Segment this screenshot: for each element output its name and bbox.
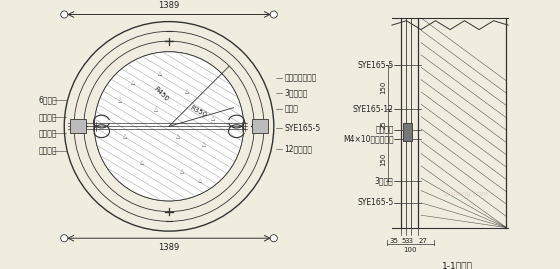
Text: △: △ — [198, 177, 202, 182]
Text: 6厘锂板: 6厘锂板 — [39, 95, 57, 104]
Text: 1-1剖面图: 1-1剖面图 — [442, 261, 473, 269]
Text: 扣缝压盖: 扣缝压盖 — [375, 125, 394, 134]
Text: 防水胶条: 防水胶条 — [39, 147, 57, 156]
FancyBboxPatch shape — [253, 119, 268, 133]
Text: 3厘铝单板: 3厘铝单板 — [284, 88, 308, 97]
Text: 150: 150 — [381, 153, 386, 166]
Text: △: △ — [123, 133, 127, 138]
Circle shape — [270, 235, 277, 242]
Text: △: △ — [118, 97, 122, 102]
Text: △: △ — [185, 88, 189, 93]
Text: 27: 27 — [418, 238, 427, 244]
Text: 25: 25 — [381, 120, 386, 129]
Text: 1389: 1389 — [158, 1, 180, 10]
Text: △: △ — [132, 79, 136, 84]
Text: △: △ — [158, 70, 162, 76]
Text: △: △ — [140, 159, 144, 164]
Text: 100: 100 — [403, 247, 417, 253]
Text: △: △ — [153, 106, 158, 111]
Text: △: △ — [211, 115, 216, 120]
Text: 扣缝压盖: 扣缝压盖 — [39, 129, 57, 138]
FancyBboxPatch shape — [403, 123, 412, 141]
Circle shape — [60, 235, 68, 242]
Circle shape — [95, 52, 244, 201]
Text: 35: 35 — [389, 238, 398, 244]
Text: 拉铆钉: 拉铆钉 — [284, 104, 298, 113]
Text: 3锂单板: 3锂单板 — [375, 176, 394, 185]
Text: R350: R350 — [189, 105, 207, 118]
Text: zhulong.com: zhulong.com — [444, 191, 489, 197]
Text: 扣缝底座: 扣缝底座 — [39, 113, 57, 122]
Text: △: △ — [176, 133, 180, 138]
Text: △: △ — [202, 141, 207, 147]
Text: 12厘加强助: 12厘加强助 — [284, 144, 312, 153]
Text: SYE165-5: SYE165-5 — [284, 124, 321, 133]
Text: 33: 33 — [404, 238, 413, 244]
Text: 5: 5 — [401, 238, 405, 244]
Text: R450: R450 — [153, 86, 170, 102]
Text: 1389: 1389 — [158, 243, 180, 252]
Text: 不锈锂自攻螺钉: 不锈锂自攻螺钉 — [284, 73, 317, 82]
Circle shape — [270, 11, 277, 18]
FancyBboxPatch shape — [69, 119, 86, 133]
Text: SYE165-5: SYE165-5 — [357, 198, 394, 207]
Text: SYE165-5: SYE165-5 — [357, 61, 394, 70]
Text: M4×10不锈锂螺钉: M4×10不锈锂螺钉 — [343, 134, 394, 143]
Text: SYE165-12: SYE165-12 — [353, 105, 394, 114]
Text: △: △ — [180, 168, 184, 173]
Text: 150: 150 — [381, 81, 386, 94]
Circle shape — [60, 11, 68, 18]
